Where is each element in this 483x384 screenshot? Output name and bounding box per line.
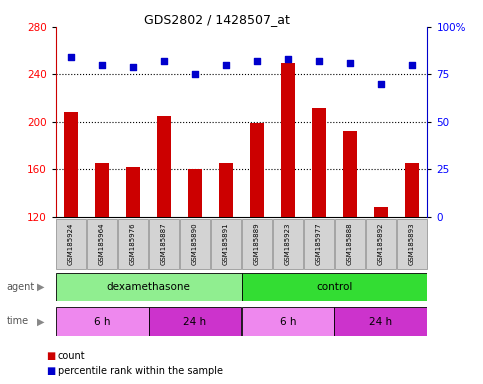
Point — [346, 60, 354, 66]
Text: GSM185893: GSM185893 — [409, 223, 415, 265]
Text: count: count — [58, 351, 85, 361]
Point — [408, 62, 416, 68]
Point — [129, 64, 137, 70]
Bar — [157, 116, 171, 217]
Text: GSM185923: GSM185923 — [285, 223, 291, 265]
Point — [284, 56, 292, 62]
Bar — [304, 219, 334, 269]
Point — [315, 58, 323, 64]
Text: ■: ■ — [46, 366, 55, 376]
Text: agent: agent — [6, 282, 34, 292]
Bar — [64, 113, 78, 217]
Text: time: time — [6, 316, 28, 326]
Bar — [118, 219, 148, 269]
Text: ▶: ▶ — [37, 282, 45, 292]
Text: ■: ■ — [46, 351, 55, 361]
Bar — [180, 219, 211, 269]
Bar — [149, 307, 242, 336]
Point — [253, 58, 261, 64]
Bar — [149, 219, 179, 269]
Bar — [343, 131, 357, 217]
Bar — [211, 219, 242, 269]
Text: GSM185890: GSM185890 — [192, 223, 198, 265]
Bar — [242, 273, 427, 301]
Text: ▶: ▶ — [37, 316, 45, 326]
Bar — [366, 219, 397, 269]
Bar — [312, 108, 326, 217]
Point — [377, 81, 385, 87]
Bar — [242, 307, 334, 336]
Bar — [56, 307, 149, 336]
Bar — [188, 169, 202, 217]
Text: 24 h: 24 h — [369, 316, 393, 327]
Text: GSM185977: GSM185977 — [316, 223, 322, 265]
Bar — [250, 123, 264, 217]
Bar — [405, 164, 419, 217]
Text: GSM185964: GSM185964 — [99, 223, 105, 265]
Point — [67, 54, 75, 60]
Text: GSM185887: GSM185887 — [161, 223, 167, 265]
Bar — [86, 219, 117, 269]
Bar — [56, 273, 242, 301]
Text: 6 h: 6 h — [280, 316, 296, 327]
Text: percentile rank within the sample: percentile rank within the sample — [58, 366, 223, 376]
Text: control: control — [316, 282, 353, 292]
Text: GSM185891: GSM185891 — [223, 223, 229, 265]
Bar — [126, 167, 140, 217]
Bar — [272, 219, 303, 269]
Bar — [335, 219, 365, 269]
Bar — [242, 219, 272, 269]
Point — [160, 58, 168, 64]
Text: GSM185888: GSM185888 — [347, 223, 353, 265]
Text: GSM185924: GSM185924 — [68, 223, 74, 265]
Text: GSM185976: GSM185976 — [130, 223, 136, 265]
Text: 24 h: 24 h — [184, 316, 207, 327]
Text: GSM185889: GSM185889 — [254, 223, 260, 265]
Point — [191, 71, 199, 78]
Bar — [374, 207, 388, 217]
Bar — [95, 164, 109, 217]
Bar — [281, 63, 295, 217]
Point — [98, 62, 106, 68]
Bar — [219, 164, 233, 217]
Bar — [334, 307, 427, 336]
Point — [222, 62, 230, 68]
Bar — [397, 219, 427, 269]
Bar — [56, 219, 86, 269]
Text: GDS2802 / 1428507_at: GDS2802 / 1428507_at — [144, 13, 290, 26]
Text: 6 h: 6 h — [94, 316, 110, 327]
Text: dexamethasone: dexamethasone — [107, 282, 190, 292]
Text: GSM185892: GSM185892 — [378, 223, 384, 265]
